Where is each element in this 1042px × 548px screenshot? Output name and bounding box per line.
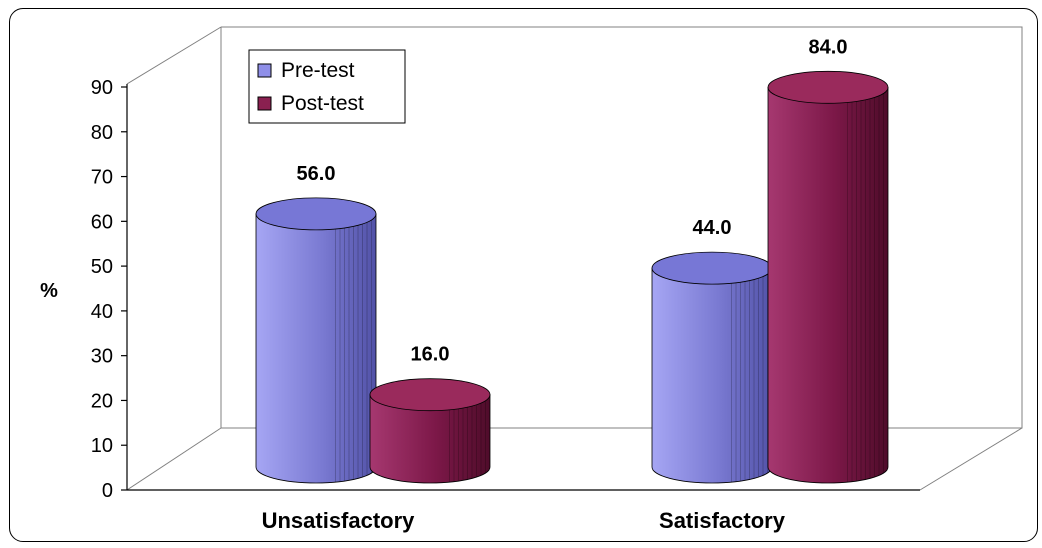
legend: Pre-test Post-test	[248, 49, 406, 124]
bar-body	[651, 267, 773, 484]
axes	[126, 84, 920, 491]
bar-body	[369, 394, 491, 484]
y-tick-label: 90	[91, 77, 113, 99]
category-label: Unsatisfactory	[262, 508, 416, 533]
data-label: 56.0	[297, 163, 336, 185]
y-tick-label: 20	[91, 390, 113, 412]
y-tick-label: 40	[91, 301, 113, 323]
category-labels: Unsatisfactory Satisfactory	[262, 508, 786, 533]
legend-label-pre-test: Pre-test	[281, 59, 355, 82]
bar-top	[767, 70, 889, 104]
chart-frame	[9, 8, 1038, 542]
bar-body	[767, 86, 889, 484]
y-tick-label: 0	[102, 480, 113, 502]
bar-pre-test-unsatisfactory	[255, 197, 377, 484]
floor-right-edge	[919, 427, 1023, 491]
y-axis-ticks: 0 10 20 30 40 50 60 70 80 90	[91, 77, 127, 502]
y-tick-label: 70	[91, 167, 113, 189]
floor-front-edge	[126, 427, 222, 491]
plot-walls	[126, 26, 1023, 491]
y-tick-label: 60	[91, 211, 113, 233]
legend-swatch-post-test	[257, 96, 272, 111]
legend-box	[248, 49, 406, 124]
y-tick-label: 80	[91, 122, 113, 144]
y-tick-label: 10	[91, 435, 113, 457]
bars: 56.0 16.0 44.0 84.0	[255, 36, 889, 484]
y-tick-label: 30	[91, 346, 113, 368]
legend-label-post-test: Post-test	[281, 92, 364, 115]
bar-post-test-unsatisfactory	[369, 378, 491, 484]
data-label: 16.0	[411, 344, 450, 366]
bar-top	[369, 378, 491, 412]
bar-top	[651, 251, 773, 285]
data-label: 44.0	[693, 217, 732, 239]
y-tick-label: 50	[91, 256, 113, 278]
bar-post-test-satisfactory	[767, 70, 889, 484]
category-label: Satisfactory	[659, 508, 786, 533]
y-axis-label: %	[40, 280, 58, 302]
bar-top	[255, 197, 377, 231]
bar-pre-test-satisfactory	[651, 251, 773, 484]
left-wall-top-edge	[126, 26, 222, 85]
data-label: 84.0	[809, 36, 848, 58]
legend-swatch-pre-test	[257, 63, 272, 78]
